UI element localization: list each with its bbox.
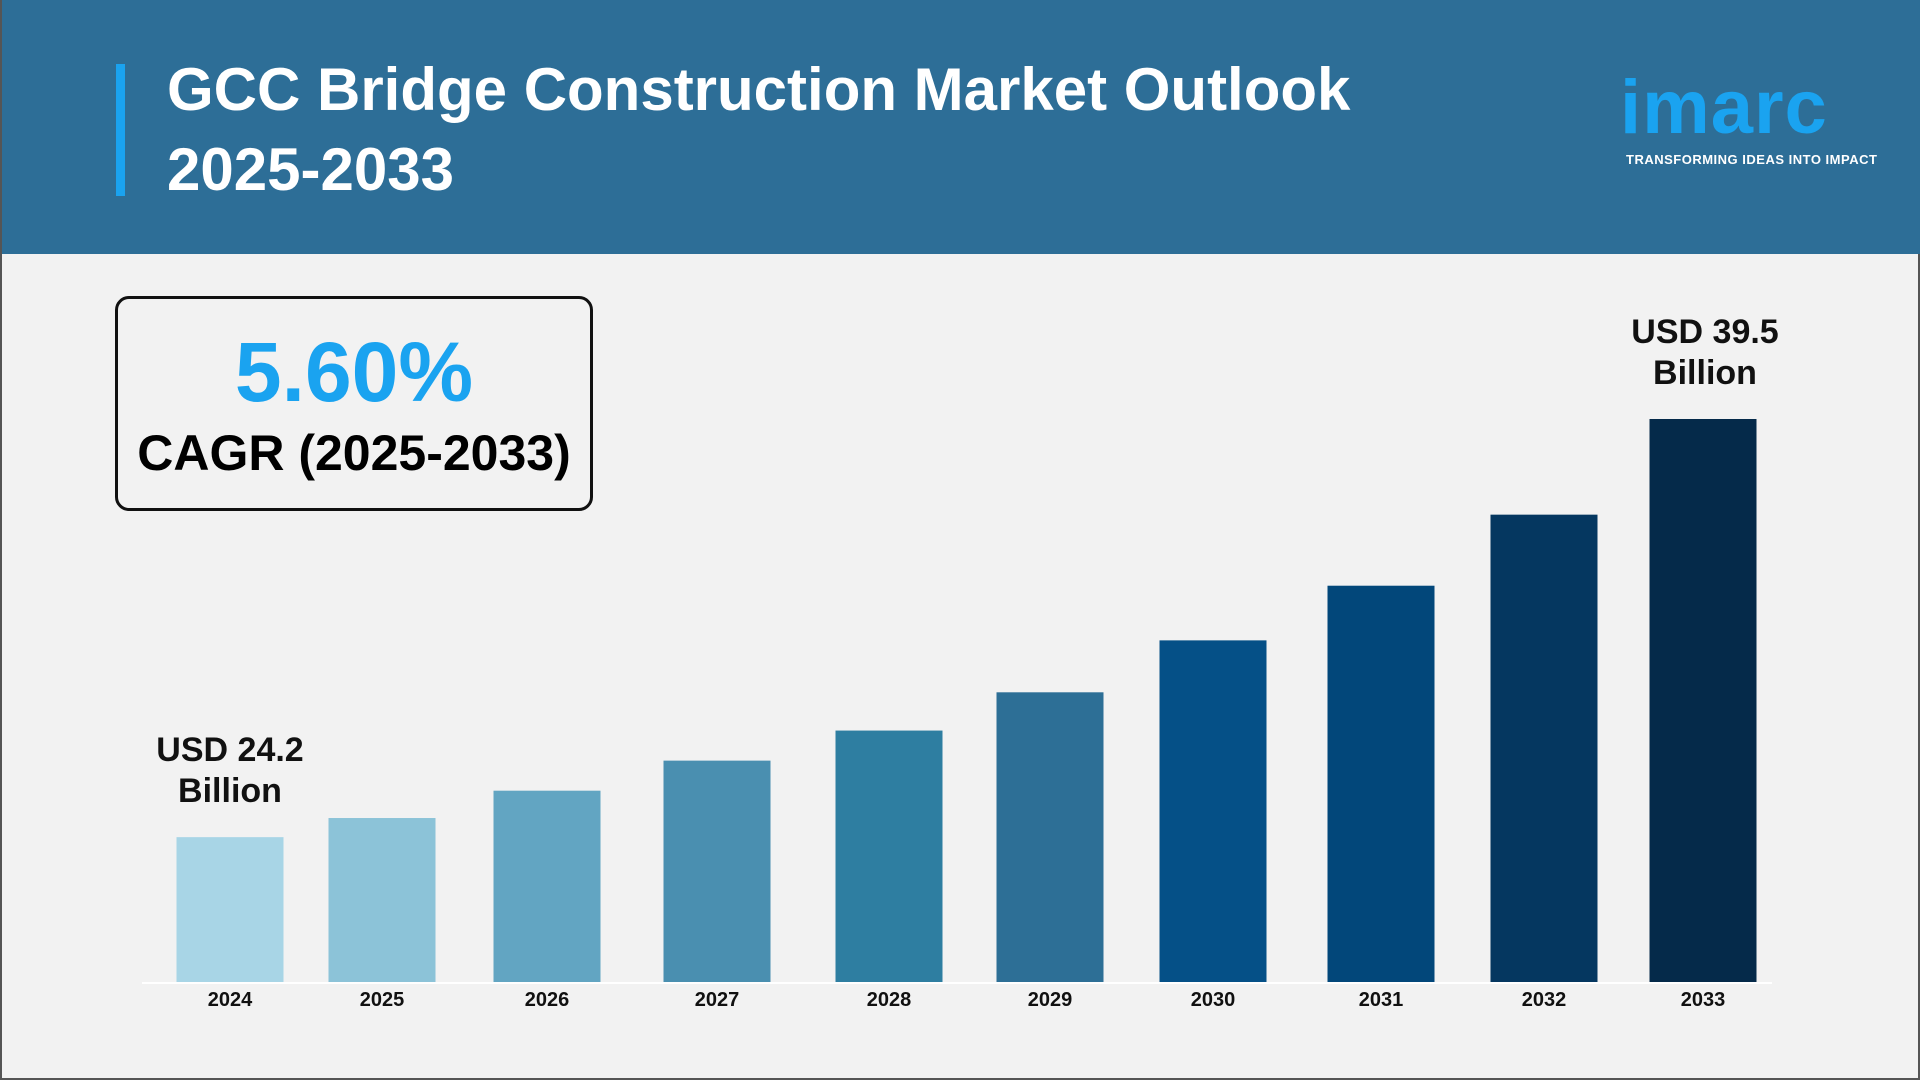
annotation-last-line2: Billion (1653, 354, 1757, 392)
x-tick-label: 2024 (208, 989, 253, 1011)
x-tick-label: 2027 (695, 989, 740, 1011)
annotation-first-line1: USD 24.2 (156, 731, 304, 769)
cagr-box: 5.60% CAGR (2025-2033) (115, 296, 593, 511)
x-tick-label: 2025 (360, 989, 405, 1011)
bar-2028 (835, 730, 943, 982)
cagr-value: 5.60% (234, 325, 474, 419)
x-tick-label: 2032 (1522, 989, 1567, 1011)
annotation-first: USD 24.2 Billion (110, 730, 350, 812)
page-title: GCC Bridge Construction Market Outlook 2… (167, 50, 1350, 210)
title-line-2: 2025-2033 (167, 136, 454, 203)
accent-bar (116, 64, 125, 196)
bar-2025 (328, 818, 436, 982)
annotation-last: USD 39.5 Billion (1585, 312, 1825, 394)
logo-tagline: TRANSFORMING IDEAS INTO IMPACT (1626, 152, 1878, 167)
header-banner: GCC Bridge Construction Market Outlook 2… (2, 0, 1920, 254)
x-tick-label: 2028 (867, 989, 912, 1011)
imarc-logo: imarc TRANSFORMING IDEAS INTO IMPACT (1620, 58, 1877, 168)
x-tick-label: 2030 (1191, 989, 1236, 1011)
bar-2029 (996, 692, 1104, 982)
cagr-label: CAGR (2025-2033) (137, 425, 571, 481)
annotation-last-line1: USD 39.5 (1631, 313, 1779, 351)
bar-2026 (493, 790, 601, 982)
x-tick-label: 2026 (525, 989, 570, 1011)
x-tick-label: 2031 (1359, 989, 1404, 1011)
bar-2031 (1327, 585, 1435, 982)
bar-2032 (1490, 514, 1598, 982)
bar-2024 (176, 837, 284, 982)
logo-wordmark: imarc (1620, 65, 1828, 150)
x-tick-label: 2033 (1681, 989, 1726, 1011)
x-tick-label: 2029 (1028, 989, 1073, 1011)
title-line-1: GCC Bridge Construction Market Outlook (167, 56, 1351, 123)
bar-2030 (1159, 640, 1267, 982)
bar-2033 (1649, 419, 1757, 982)
bar-2027 (663, 760, 771, 982)
annotation-first-line2: Billion (178, 772, 282, 810)
